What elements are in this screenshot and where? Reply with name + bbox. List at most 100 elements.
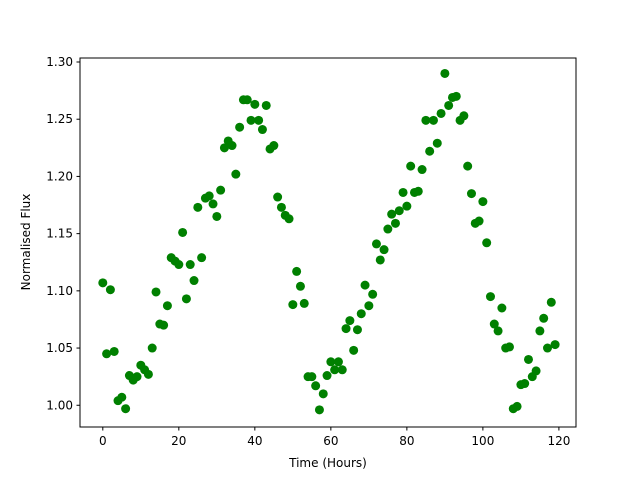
point [489,319,499,329]
point [387,209,397,219]
point [330,365,340,375]
point [360,280,370,290]
x-tick-label: 80 [399,434,414,448]
point [273,192,283,202]
point [349,345,359,355]
point [254,115,264,125]
point [299,298,309,308]
point [212,211,222,221]
point [375,255,385,265]
point [102,349,112,359]
point [219,143,229,153]
point [204,191,214,201]
point [197,253,207,263]
point [216,185,226,195]
point [151,287,161,297]
point [417,165,427,175]
point [485,292,495,302]
point [117,392,127,402]
y-tick-label: 1.00 [46,398,73,412]
point [482,238,492,248]
point [242,95,252,105]
x-tick-label: 120 [547,434,570,448]
point [326,357,336,367]
point [250,99,260,109]
point [345,316,355,326]
point [337,365,347,375]
point [497,303,507,313]
x-tick-label: 40 [247,434,262,448]
point [371,239,381,249]
point [474,216,484,226]
point [178,227,188,237]
point [463,161,473,171]
point [436,108,446,118]
point [174,260,184,270]
point [314,405,324,415]
point [307,372,317,382]
point [425,146,435,156]
point [428,115,438,125]
point [261,100,271,110]
point [333,357,343,367]
y-tick-label: 1.30 [46,55,73,69]
point [159,320,169,330]
point [185,260,195,270]
point [189,276,199,286]
point [284,214,294,224]
point [406,161,416,171]
point [98,278,108,288]
point [235,122,245,132]
point [402,201,412,211]
point [394,206,404,216]
point [147,343,157,353]
point [383,224,393,234]
x-tick-label: 20 [171,434,186,448]
point [512,401,522,411]
y-tick-label: 1.10 [46,284,73,298]
point [208,199,218,209]
point [432,138,442,148]
point [523,354,533,364]
point [162,301,172,311]
point [193,202,203,212]
point [413,186,423,196]
y-tick-label: 1.15 [46,227,73,241]
point [478,197,488,207]
point [364,301,374,311]
point [292,266,302,276]
point [539,313,549,323]
y-tick-label: 1.05 [46,341,73,355]
x-axis-label: Time (Hours) [288,456,367,470]
point [504,342,514,352]
point [322,371,332,381]
point [318,389,328,399]
point [550,340,560,350]
point [356,309,366,319]
point [493,326,503,336]
point [542,343,552,353]
point [105,285,115,295]
y-tick-label: 1.20 [46,169,73,183]
point [535,326,545,336]
point [295,281,305,291]
point [227,141,237,151]
point [257,125,267,135]
point [246,115,256,125]
point [352,325,362,335]
y-axis-label: Normalised Flux [19,194,33,291]
point [121,404,131,414]
point [390,218,400,228]
x-tick-label: 60 [323,434,338,448]
point [109,346,119,356]
point [269,141,279,151]
point [379,245,389,255]
point [440,68,450,78]
point [459,111,469,121]
y-tick-label: 1.25 [46,112,73,126]
point [132,372,142,382]
point [368,289,378,299]
point [520,379,530,389]
point [341,324,351,334]
